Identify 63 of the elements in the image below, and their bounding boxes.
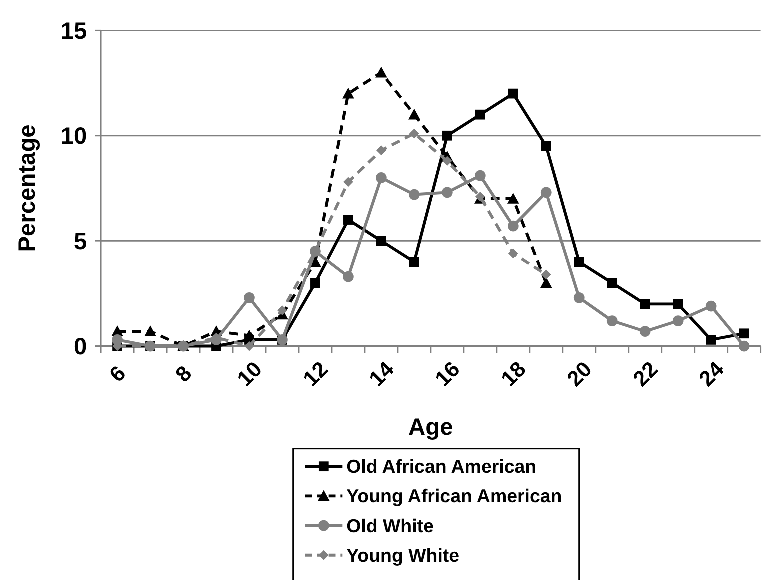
- point: [540, 187, 552, 198]
- point: [244, 341, 254, 352]
- y-tick-label: 5: [74, 229, 88, 256]
- point: [244, 330, 256, 341]
- point: [344, 215, 354, 225]
- point: [475, 110, 486, 120]
- point: [507, 193, 520, 204]
- x-tick-label: 18: [496, 356, 531, 392]
- point: [310, 278, 320, 288]
- point: [607, 278, 618, 288]
- point: [342, 88, 354, 99]
- x-tick-label: 20: [562, 356, 597, 392]
- point: [376, 172, 387, 184]
- x-tick-label: 24: [694, 356, 729, 392]
- legend-label: Old African American: [346, 456, 537, 478]
- point: [540, 277, 552, 288]
- point: [409, 257, 420, 268]
- point: [344, 177, 354, 188]
- point: [508, 220, 519, 232]
- point: [508, 248, 518, 259]
- x-tick-label: 6: [104, 360, 131, 388]
- point: [144, 326, 156, 336]
- point: [508, 88, 518, 99]
- point: [442, 156, 452, 166]
- point: [738, 340, 750, 352]
- point: [706, 300, 717, 312]
- point: [672, 316, 684, 326]
- point: [442, 187, 453, 198]
- point: [408, 189, 420, 200]
- x-tick-label: 10: [232, 356, 267, 392]
- point: [442, 130, 452, 141]
- x-axis-title: Age: [408, 415, 454, 442]
- x-tick-label: 8: [170, 360, 197, 388]
- legend-label: Young White: [346, 544, 460, 566]
- y-tick-label: 15: [60, 18, 88, 45]
- point: [640, 326, 651, 337]
- x-tick-label: 16: [430, 356, 465, 392]
- point: [408, 108, 420, 120]
- legend-label: Young African American: [346, 486, 562, 507]
- y-tick-label: 10: [60, 124, 88, 150]
- point: [278, 306, 288, 316]
- point: [673, 299, 684, 310]
- point: [541, 141, 552, 152]
- y-axis-title: Percentage: [14, 124, 41, 252]
- x-tick-label: 14: [364, 356, 399, 392]
- legend-label: Old White: [346, 515, 434, 536]
- point: [244, 292, 255, 304]
- point: [640, 299, 650, 310]
- x-tick-label: 12: [298, 356, 333, 392]
- point: [739, 328, 750, 339]
- point: [706, 335, 716, 345]
- x-tick-label: 22: [628, 356, 663, 392]
- y-tick-label: 0: [74, 334, 88, 361]
- point: [409, 128, 420, 139]
- point: [541, 270, 552, 280]
- point: [376, 236, 386, 246]
- point: [376, 66, 388, 78]
- point: [574, 292, 585, 304]
- point: [376, 146, 386, 156]
- point: [474, 170, 486, 182]
- point: [606, 316, 618, 326]
- point: [343, 271, 354, 282]
- point: [574, 257, 584, 268]
